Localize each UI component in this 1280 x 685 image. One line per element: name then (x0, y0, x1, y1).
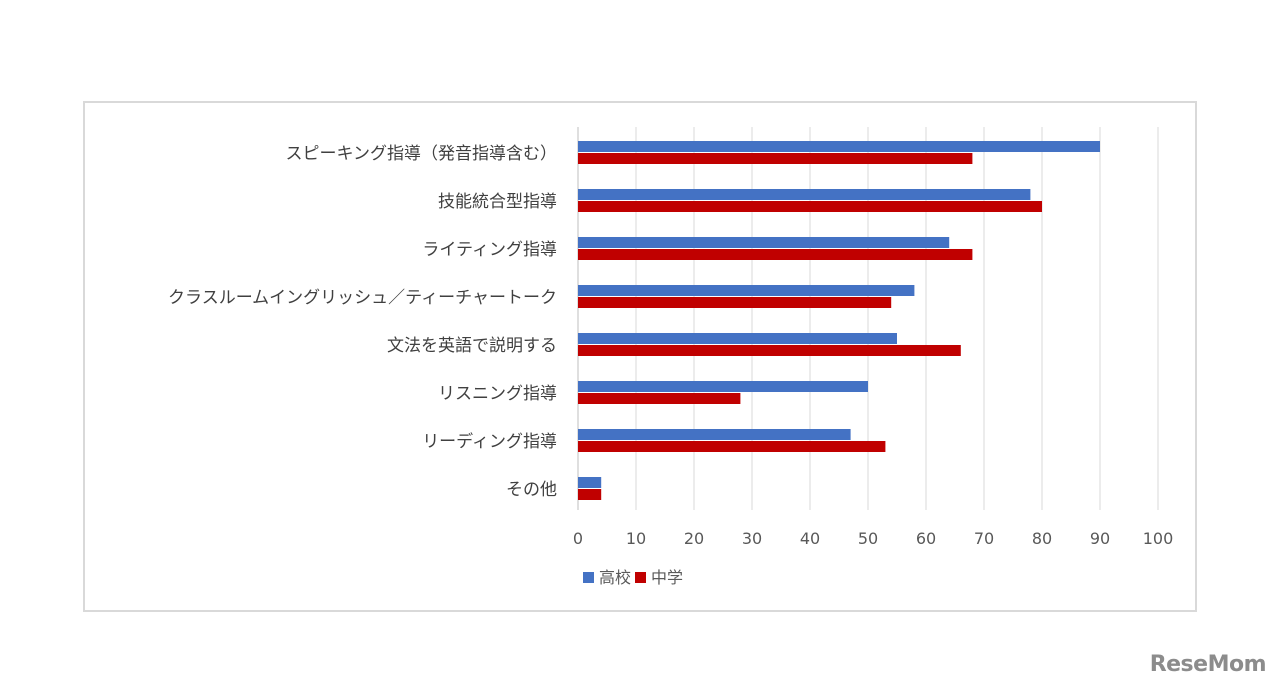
bar-series1 (578, 333, 897, 344)
bar-series1 (578, 141, 1100, 152)
category-label: クラスルームイングリッシュ／ティーチャートーク (168, 288, 557, 308)
category-label: 技能統合型指導 (438, 192, 557, 212)
bar-series2 (578, 345, 961, 356)
tick-label: 80 (1032, 529, 1052, 548)
category-label: スピーキング指導（発音指導含む） (286, 144, 558, 164)
tick-label: 60 (916, 529, 936, 548)
category-label: リスニング指導 (438, 384, 557, 404)
category-label: その他 (506, 480, 557, 500)
tick-label: 40 (800, 529, 820, 548)
bar-series2 (578, 249, 973, 260)
category-label: 文法を英語で説明する (387, 336, 557, 356)
legend-label: 中学 (651, 568, 683, 587)
tick-label: 10 (626, 529, 646, 548)
watermark-logo: ReseMom (1149, 652, 1267, 677)
tick-label: 100 (1143, 529, 1174, 548)
category-label: ライティング指導 (422, 240, 557, 260)
tick-labels: 0 10 20 30 40 50 60 70 80 90 100 (573, 529, 1173, 548)
bar-series1 (578, 381, 868, 392)
bar-series1 (578, 429, 851, 440)
bar-series2 (578, 153, 973, 164)
legend-swatch (583, 572, 594, 583)
tick-label: 90 (1090, 529, 1110, 548)
bar-series2 (578, 393, 741, 404)
tick-label: 70 (974, 529, 994, 548)
gridlines (577, 127, 1159, 510)
legend-swatch (635, 572, 646, 583)
tick-label: 0 (573, 529, 583, 548)
bar-series2 (578, 489, 602, 500)
legend: 高校 中学 (583, 568, 683, 587)
bar-series1 (578, 237, 950, 248)
category-labels: スピーキング指導（発音指導含む） 技能統合型指導ライティング指導クラスルームイング… (168, 144, 557, 500)
bar-series1 (578, 477, 602, 488)
bar-series2 (578, 441, 886, 452)
chart-frame (83, 101, 1197, 612)
bar-series2 (578, 297, 892, 308)
bar-series1 (578, 189, 1031, 200)
bars (578, 141, 1100, 500)
tick-label: 30 (742, 529, 762, 548)
bar-series1 (578, 285, 915, 296)
tick-label: 50 (858, 529, 878, 548)
bar-series2 (578, 201, 1042, 212)
category-label: リーディング指導 (422, 431, 557, 452)
legend-label: 高校 (599, 568, 631, 587)
tick-label: 20 (684, 529, 704, 548)
